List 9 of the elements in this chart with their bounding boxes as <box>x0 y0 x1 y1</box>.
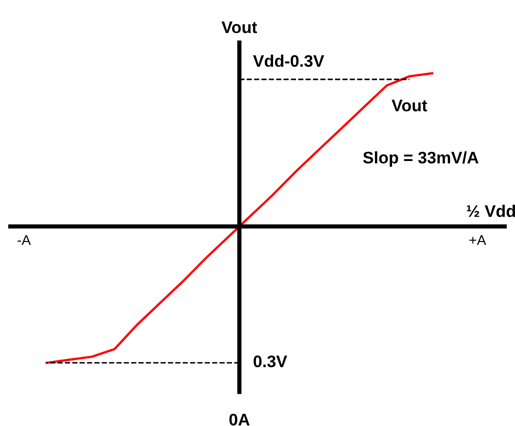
annotation: Vout <box>392 100 428 112</box>
annotation: Slop = 33mV/A <box>363 151 478 167</box>
x-axis-title: ½ Vdd <box>466 204 515 218</box>
text: 0A <box>229 414 250 426</box>
y-axis-title: Vout <box>222 22 258 34</box>
ref-line-label: 0.3V <box>254 355 288 368</box>
x-tick-label: +A <box>469 235 486 245</box>
x-tick-label: -A <box>18 235 31 245</box>
ref-line-label: Vdd-0.3V <box>253 54 324 67</box>
